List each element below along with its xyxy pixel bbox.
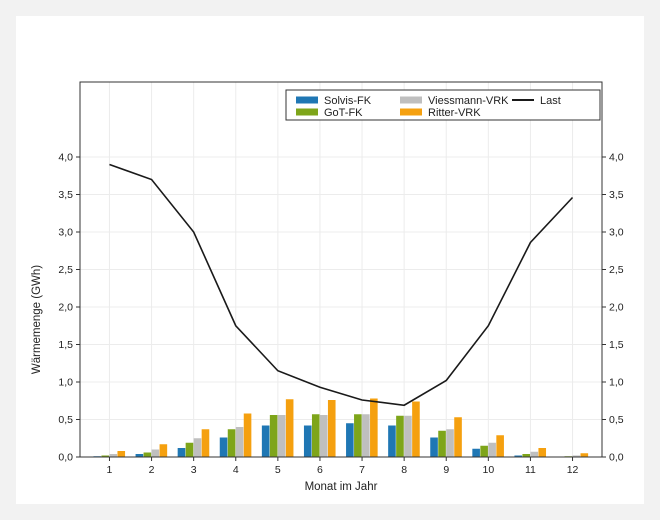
x-axis-label: Monat im Jahr xyxy=(305,481,378,493)
x-tick-label: 9 xyxy=(443,464,449,476)
bar-got-fk xyxy=(185,442,194,457)
bar-ritter-vrk xyxy=(243,413,252,457)
bar-solvis-fk xyxy=(388,425,396,457)
bar-ritter-vrk xyxy=(412,401,420,457)
bar-got-fk xyxy=(396,415,404,457)
bar-ritter-vrk xyxy=(159,444,168,457)
bar-solvis-fk xyxy=(472,448,480,457)
bar-viessmann-vrk xyxy=(488,442,496,457)
bar-ritter-vrk xyxy=(201,429,210,457)
y-tick-label-right: 1,0 xyxy=(609,377,624,389)
load-line xyxy=(109,163,574,407)
grid xyxy=(80,82,602,458)
y-tick-label-right: 2,5 xyxy=(609,264,624,276)
x-tick-label: 3 xyxy=(191,464,197,476)
bar-ritter-vrk xyxy=(538,448,547,457)
bar-viessmann-vrk xyxy=(151,449,160,457)
y-tick-label-left: 1,5 xyxy=(58,339,73,351)
bar-viessmann-vrk xyxy=(319,415,328,457)
y-tick-label-right: 2,0 xyxy=(609,302,624,314)
bar-solvis-fk xyxy=(514,455,523,457)
bar-got-fk xyxy=(101,455,110,457)
axes: 0,0 0,0 0,5 0,5 1,0 1,0 1,5 1,5 2,0 2,0 2,5 2,5 3,0 3… xyxy=(58,152,623,477)
line-series-last xyxy=(109,163,574,407)
bar-ritter-vrk xyxy=(454,417,462,457)
legend-label-got-fk: GoT-FK xyxy=(324,107,363,119)
chart-card: 0,0 0,0 0,5 0,5 1,0 1,0 1,5 1,5 2,0 2,0 2,5 2,5 3,0 3… xyxy=(16,16,644,504)
legend-label-solvis-fk: Solvis-FK xyxy=(324,95,372,107)
x-tick-label: 8 xyxy=(401,464,407,476)
x-tick-label: 2 xyxy=(149,464,155,476)
bar-viessmann-vrk xyxy=(277,415,286,457)
y-tick-label-right: 3,5 xyxy=(609,189,624,201)
x-tick-label: 1 xyxy=(107,464,113,476)
x-tick-label: 7 xyxy=(359,464,365,476)
bar-viessmann-vrk xyxy=(404,415,412,457)
x-tick-label: 11 xyxy=(525,464,536,476)
bar-ritter-vrk xyxy=(496,435,504,457)
y-tick-label-left: 1,0 xyxy=(58,377,73,389)
y-tick-label-left: 3,5 xyxy=(58,189,73,201)
y-tick-label-right: 0,0 xyxy=(609,452,624,464)
bar-solvis-fk xyxy=(430,437,438,457)
bar-got-fk xyxy=(480,445,488,457)
y-tick-label-left: 0,0 xyxy=(58,452,73,464)
heat-chart: 0,0 0,0 0,5 0,5 1,0 1,0 1,5 1,5 2,0 2,0 2,5 2,5 3,0 3… xyxy=(31,81,624,493)
legend-swatch-got-fk xyxy=(296,108,318,116)
bar-got-fk xyxy=(227,429,236,457)
bar-ritter-vrk xyxy=(285,399,294,457)
bar-viessmann-vrk xyxy=(109,454,118,457)
y-tick-label-right: 0,5 xyxy=(609,414,624,426)
y-tick-label-left: 2,5 xyxy=(58,264,73,276)
bar-solvis-fk xyxy=(261,425,270,457)
legend-label-last: Last xyxy=(540,95,561,107)
x-tick-label: 6 xyxy=(317,464,323,476)
legend-swatch-solvis-fk xyxy=(296,96,318,104)
legend-box xyxy=(285,89,601,121)
y-tick-label-left: 0,5 xyxy=(58,414,73,426)
y-tick-label-right: 3,0 xyxy=(609,227,624,239)
bar-viessmann-vrk xyxy=(193,438,202,457)
legend-label-ritter-vrk: Ritter-VRK xyxy=(428,107,481,119)
bar-got-fk xyxy=(438,430,446,457)
y-axis-label: Wärmemenge (GWh) xyxy=(31,265,43,374)
bar-viessmann-vrk xyxy=(446,429,454,457)
x-tick-label: 4 xyxy=(233,464,239,476)
bar-viessmann-vrk xyxy=(530,451,539,457)
legend-swatch-ritter-vrk xyxy=(400,108,422,116)
bar-got-fk xyxy=(354,414,362,457)
legend-swatch-viessmann-vrk xyxy=(400,96,422,104)
bar-viessmann-vrk xyxy=(235,427,244,457)
bar-solvis-fk xyxy=(135,454,144,457)
bar-ritter-vrk xyxy=(580,453,589,457)
bar-got-fk xyxy=(143,452,152,457)
bar-solvis-fk xyxy=(219,437,228,457)
legend-label-viessmann-vrk: Viessmann-VRK xyxy=(428,95,509,107)
y-tick-label-right: 1,5 xyxy=(609,339,624,351)
bar-solvis-fk xyxy=(177,448,186,457)
y-tick-label-right: 4,0 xyxy=(609,152,624,164)
x-tick-label: 5 xyxy=(275,464,281,476)
bar-got-fk xyxy=(522,454,531,457)
x-tick-label: 10 xyxy=(482,464,494,476)
bar-ritter-vrk xyxy=(327,400,336,457)
bar-solvis-fk xyxy=(346,423,354,457)
bar-viessmann-vrk xyxy=(362,414,370,457)
y-tick-label-left: 3,0 xyxy=(58,227,73,239)
bar-got-fk xyxy=(311,414,320,457)
y-tick-label-left: 4,0 xyxy=(58,152,73,164)
bar-ritter-vrk xyxy=(370,398,378,457)
bars xyxy=(93,398,589,457)
y-tick-label-left: 2,0 xyxy=(58,302,73,314)
bar-viessmann-vrk xyxy=(572,455,581,457)
bar-ritter-vrk xyxy=(117,451,126,457)
x-tick-label: 12 xyxy=(567,464,579,476)
bar-got-fk xyxy=(269,415,278,457)
bar-solvis-fk xyxy=(303,425,312,457)
